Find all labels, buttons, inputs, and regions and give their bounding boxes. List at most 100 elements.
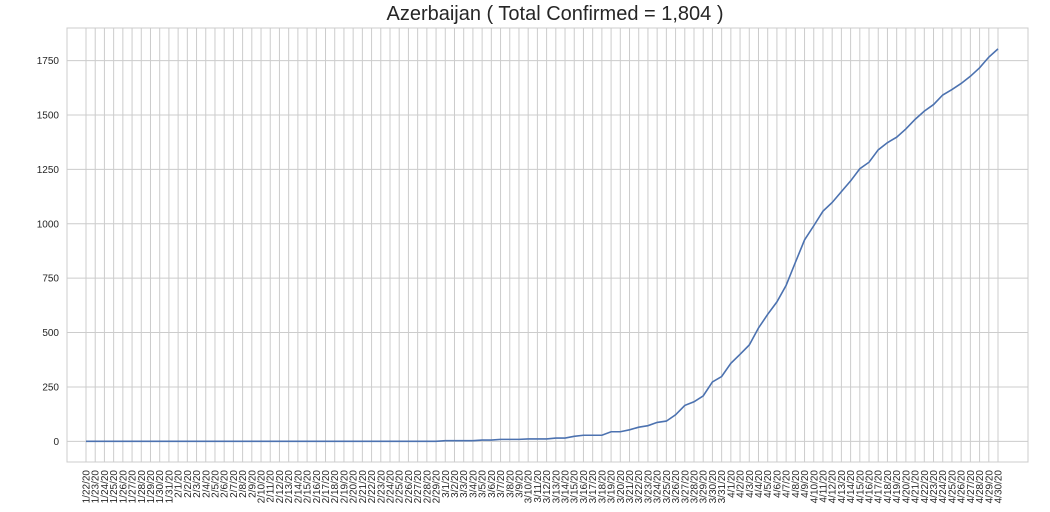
data-point bbox=[693, 401, 695, 403]
data-point bbox=[315, 440, 317, 442]
data-point bbox=[702, 395, 704, 397]
data-point bbox=[168, 440, 170, 442]
x-tick-label: 4/3/20 bbox=[745, 470, 756, 498]
y-tick-label: 750 bbox=[42, 274, 59, 285]
x-tick-label: 4/11/20 bbox=[818, 470, 829, 503]
data-point bbox=[481, 439, 483, 441]
data-point bbox=[849, 180, 851, 182]
data-point bbox=[398, 440, 400, 442]
x-tick-label: 2/11/20 bbox=[266, 470, 277, 503]
data-point bbox=[195, 440, 197, 442]
x-tick-label: 3/28/20 bbox=[690, 470, 701, 504]
data-point bbox=[269, 440, 271, 442]
x-tick-label: 3/27/20 bbox=[680, 470, 691, 504]
x-tick-label: 3/4/20 bbox=[468, 470, 479, 498]
x-tick-label: 2/25/20 bbox=[395, 470, 406, 504]
data-point bbox=[389, 440, 391, 442]
data-point bbox=[426, 440, 428, 442]
data-point bbox=[453, 439, 455, 441]
data-point bbox=[803, 239, 805, 241]
data-point bbox=[656, 421, 658, 423]
data-point bbox=[324, 440, 326, 442]
x-tick-label: 1/22/20 bbox=[82, 470, 93, 504]
x-tick-label: 3/21/20 bbox=[625, 470, 636, 504]
x-tick-label: 1/28/20 bbox=[137, 470, 148, 504]
x-tick-label: 4/1/20 bbox=[726, 470, 737, 498]
data-point bbox=[665, 420, 667, 422]
x-tick-label: 4/26/20 bbox=[957, 470, 968, 504]
x-tick-label: 2/13/20 bbox=[284, 470, 295, 504]
data-point bbox=[711, 381, 713, 383]
data-point bbox=[435, 440, 437, 442]
x-tick-label: 4/30/20 bbox=[994, 470, 1005, 504]
data-point bbox=[610, 431, 612, 433]
x-tick-label: 4/29/20 bbox=[984, 470, 995, 504]
data-point bbox=[186, 440, 188, 442]
data-point bbox=[840, 190, 842, 192]
data-point bbox=[112, 440, 114, 442]
data-point bbox=[619, 431, 621, 433]
data-point bbox=[591, 434, 593, 436]
data-point bbox=[638, 426, 640, 428]
x-tick-label: 1/29/20 bbox=[146, 470, 157, 504]
x-tick-label: 2/9/20 bbox=[247, 470, 258, 498]
data-point bbox=[960, 82, 962, 84]
x-tick-label: 3/25/20 bbox=[662, 470, 673, 504]
data-point bbox=[177, 440, 179, 442]
data-point bbox=[895, 136, 897, 138]
series-line-confirmed bbox=[86, 48, 999, 443]
x-tick-label: 4/25/20 bbox=[947, 470, 958, 504]
data-point bbox=[757, 327, 759, 329]
data-point bbox=[978, 67, 980, 69]
data-point bbox=[628, 429, 630, 431]
x-tick-label: 2/12/20 bbox=[275, 470, 286, 504]
data-point bbox=[159, 440, 161, 442]
x-tick-label: 4/23/20 bbox=[929, 470, 940, 504]
x-tick-label: 3/31/20 bbox=[717, 470, 728, 504]
x-tick-label: 4/5/20 bbox=[763, 470, 774, 498]
data-point bbox=[518, 438, 520, 440]
x-tick-label: 3/17/20 bbox=[588, 470, 599, 504]
data-point bbox=[297, 440, 299, 442]
x-tick-label: 4/13/20 bbox=[837, 470, 848, 504]
data-point bbox=[241, 440, 243, 442]
data-point bbox=[932, 103, 934, 105]
x-tick-label: 4/12/20 bbox=[828, 470, 839, 504]
x-tick-label: 3/18/20 bbox=[597, 470, 608, 504]
data-point bbox=[509, 438, 511, 440]
x-tick-label: 2/16/20 bbox=[312, 470, 323, 504]
x-tick-label: 2/22/20 bbox=[367, 470, 378, 504]
data-point bbox=[822, 210, 824, 212]
y-tick-label: 1000 bbox=[37, 219, 60, 230]
x-tick-label: 3/20/20 bbox=[616, 470, 627, 504]
data-point bbox=[988, 56, 990, 58]
x-tick-label: 3/19/20 bbox=[607, 470, 618, 504]
x-tick-label: 1/27/20 bbox=[128, 470, 139, 504]
y-tick-label: 1250 bbox=[37, 165, 60, 176]
x-tick-label: 3/29/20 bbox=[699, 470, 710, 504]
x-tick-label: 3/9/20 bbox=[514, 470, 525, 498]
x-tick-label: 4/14/20 bbox=[846, 470, 857, 504]
data-point bbox=[951, 88, 953, 90]
x-tick-label: 4/15/20 bbox=[855, 470, 866, 504]
data-point bbox=[444, 439, 446, 441]
data-point bbox=[334, 440, 336, 442]
x-tick-label: 4/6/20 bbox=[772, 470, 783, 498]
data-point bbox=[748, 344, 750, 346]
x-tick-label: 3/5/20 bbox=[478, 470, 489, 498]
x-tick-label: 3/23/20 bbox=[643, 470, 654, 504]
data-point bbox=[813, 225, 815, 227]
data-point bbox=[905, 128, 907, 130]
data-point bbox=[859, 168, 861, 170]
data-point bbox=[767, 313, 769, 315]
data-point bbox=[555, 437, 557, 439]
x-tick-label: 4/7/20 bbox=[782, 470, 793, 498]
x-tick-label: 3/8/20 bbox=[505, 470, 516, 498]
x-tick-label: 3/3/20 bbox=[459, 470, 470, 498]
y-tick-label: 250 bbox=[42, 382, 59, 393]
x-tick-label: 3/22/20 bbox=[634, 470, 645, 504]
data-point bbox=[94, 440, 96, 442]
data-point bbox=[969, 75, 971, 77]
x-tick-label: 3/10/20 bbox=[524, 470, 535, 504]
x-tick-label: 2/21/20 bbox=[358, 470, 369, 504]
